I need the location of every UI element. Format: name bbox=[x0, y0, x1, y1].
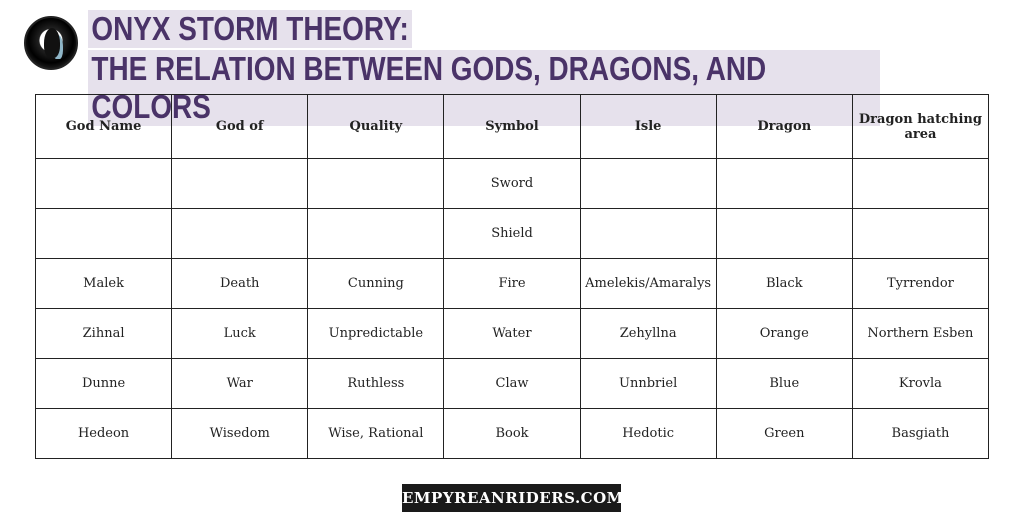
site-footer-link[interactable]: EMPYREANRIDERS.COM bbox=[402, 484, 623, 512]
table-cell: Cunning bbox=[307, 258, 445, 309]
table-cell: Luck bbox=[171, 308, 309, 359]
table-cell: Fire bbox=[443, 258, 581, 309]
dragon-logo-icon bbox=[24, 16, 78, 70]
table-cell: Book bbox=[443, 408, 581, 459]
table-cell bbox=[579, 208, 717, 259]
table-row: Sword bbox=[34, 158, 990, 209]
table-cell bbox=[851, 158, 990, 209]
table-cell bbox=[34, 208, 173, 259]
table-cell: Krovla bbox=[851, 358, 990, 409]
table-cell bbox=[715, 208, 853, 259]
table-cell: Green bbox=[715, 408, 853, 459]
table-cell: Shield bbox=[443, 208, 581, 259]
table-cell: Wise, Rational bbox=[307, 408, 445, 459]
column-header: God Name bbox=[34, 94, 173, 159]
table-cell: Blue bbox=[715, 358, 853, 409]
table-cell: Black bbox=[715, 258, 853, 309]
table-cell: Amelekis/Amaralys bbox=[579, 258, 717, 309]
gods-dragons-table: God Name God of Quality Symbol Isle Dragon Dra… bbox=[34, 94, 990, 459]
table-cell: Unpredictable bbox=[307, 308, 445, 359]
table-cell: Unnbriel bbox=[579, 358, 717, 409]
table-row: Malek Death Cunning Fire Amelekis/Amaralys Bl… bbox=[34, 258, 990, 309]
column-header: Dragon bbox=[715, 94, 853, 159]
column-header: Quality bbox=[307, 94, 445, 159]
table-cell bbox=[715, 158, 853, 209]
table-cell: Malek bbox=[34, 258, 173, 309]
table-cell bbox=[307, 158, 445, 209]
table-cell bbox=[579, 158, 717, 209]
table-cell bbox=[307, 208, 445, 259]
table-row: Hedeon Wisedom Wise, Rational Book Hedotic Gr… bbox=[34, 408, 990, 459]
table-cell bbox=[171, 158, 309, 209]
column-header: Isle bbox=[579, 94, 717, 159]
table-row: Dunne War Ruthless Claw Unnbriel Blue Krovla bbox=[34, 358, 990, 409]
table-header-row: God Name God of Quality Symbol Isle Dragon Dra… bbox=[34, 94, 990, 159]
table-cell: Orange bbox=[715, 308, 853, 359]
table-row: Shield bbox=[34, 208, 990, 259]
table-cell: Claw bbox=[443, 358, 581, 409]
table-cell: Ruthless bbox=[307, 358, 445, 409]
table-cell: Death bbox=[171, 258, 309, 309]
column-header: Dragon hatching area bbox=[851, 94, 990, 159]
page-title-line1: ONYX STORM THEORY: bbox=[88, 10, 413, 48]
table-row: Zihnal Luck Unpredictable Water Zehyllna Oran… bbox=[34, 308, 990, 359]
table-cell: Zehyllna bbox=[579, 308, 717, 359]
table-cell: Wisedom bbox=[171, 408, 309, 459]
table-cell: Hedotic bbox=[579, 408, 717, 459]
column-header: God of bbox=[171, 94, 309, 159]
table-cell: Zihnal bbox=[34, 308, 173, 359]
table-cell: Hedeon bbox=[34, 408, 173, 459]
table-cell bbox=[851, 208, 990, 259]
table-cell: Dunne bbox=[34, 358, 173, 409]
table-cell: Water bbox=[443, 308, 581, 359]
table-cell bbox=[171, 208, 309, 259]
table-cell bbox=[34, 158, 173, 209]
column-header: Symbol bbox=[443, 94, 581, 159]
table-cell: Tyrrendor bbox=[851, 258, 990, 309]
table-cell: War bbox=[171, 358, 309, 409]
table-cell: Sword bbox=[443, 158, 581, 209]
table-cell: Basgiath bbox=[851, 408, 990, 459]
table-cell: Northern Esben bbox=[851, 308, 990, 359]
